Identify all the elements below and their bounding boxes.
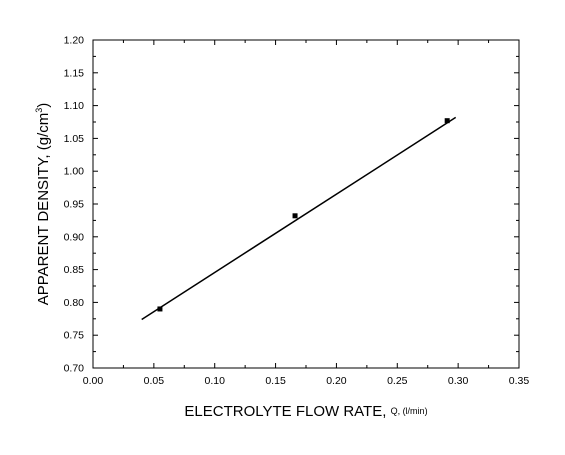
fit-line-group bbox=[141, 116, 457, 321]
data-point bbox=[292, 213, 298, 219]
x-tick-labels: 0.00 0.05 0.10 0.15 0.20 0.25 0.30 0.35 bbox=[83, 375, 530, 387]
x-tick-label: 0.00 bbox=[83, 375, 104, 387]
plot-frame bbox=[92, 39, 520, 369]
y-tick-label: 0.70 bbox=[64, 363, 85, 375]
x-tick-label: 0.05 bbox=[144, 375, 165, 387]
x-tick-label: 0.20 bbox=[326, 375, 347, 387]
y-tick-label: 0.90 bbox=[64, 231, 85, 243]
y-tick-label: 0.80 bbox=[64, 297, 85, 309]
y-tick-label: 1.15 bbox=[64, 67, 85, 79]
data-point bbox=[157, 306, 163, 312]
x-tick-label: 0.25 bbox=[387, 375, 408, 387]
y-tick-label: 1.10 bbox=[64, 100, 85, 112]
y-axis-title-end: ) bbox=[35, 103, 52, 108]
y-tick-label: 1.00 bbox=[64, 166, 85, 178]
tick-marks bbox=[92, 39, 520, 369]
x-axis-title: ELECTROLYTE FLOW RATE, Q, (l/min) bbox=[184, 403, 427, 420]
y-axis-title: APPARENT DENSITY, (g/cm3) bbox=[34, 103, 52, 306]
y-axis-title-sup: 3 bbox=[34, 108, 44, 113]
y-tick-label: 1.20 bbox=[64, 35, 85, 47]
x-tick-label: 0.30 bbox=[448, 375, 469, 387]
y-tick-label: 0.95 bbox=[64, 199, 85, 211]
x-tick-label: 0.10 bbox=[204, 375, 225, 387]
x-axis-title-main: ELECTROLYTE FLOW RATE, bbox=[184, 403, 390, 420]
x-axis-title-unit: Q, (l/min) bbox=[391, 406, 428, 416]
y-tick-label: 0.75 bbox=[64, 330, 85, 342]
y-tick-labels: 0.70 0.75 0.80 0.85 0.90 0.95 1.00 1.05 1.10 1.15… bbox=[64, 35, 85, 375]
y-tick-label: 0.85 bbox=[64, 264, 85, 276]
data-point bbox=[444, 118, 450, 124]
x-tick-label: 0.35 bbox=[509, 375, 530, 387]
data-points bbox=[157, 118, 450, 312]
y-tick-label: 1.05 bbox=[64, 133, 85, 145]
y-axis-title-main: APPARENT DENSITY, (g/cm bbox=[35, 113, 52, 306]
x-tick-label: 0.15 bbox=[265, 375, 286, 387]
fit-line bbox=[141, 116, 457, 321]
